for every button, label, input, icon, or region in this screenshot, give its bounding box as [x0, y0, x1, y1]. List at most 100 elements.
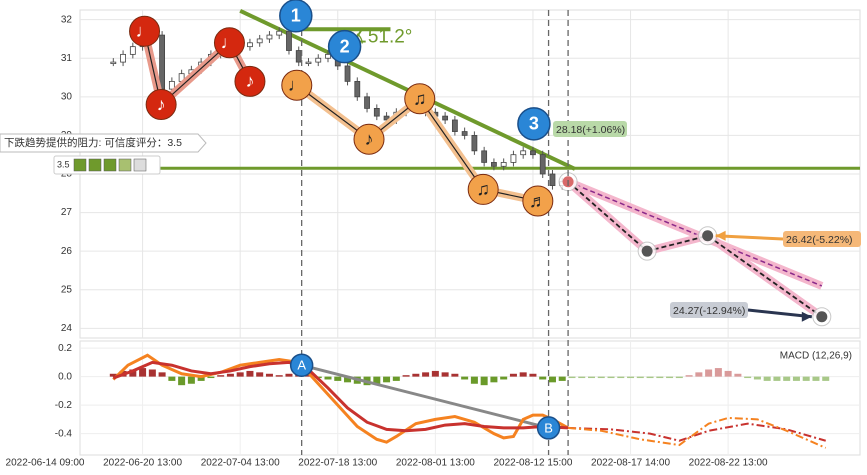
candle: [373, 108, 380, 117]
ab-line: [301, 363, 549, 430]
macd-bar: [226, 373, 234, 377]
macd-bar: [519, 372, 527, 377]
wave-marker-label: ♫: [476, 179, 490, 199]
wave-line: [143, 31, 251, 106]
candle: [159, 34, 166, 90]
annotation-arrowhead: [715, 230, 726, 241]
pivot-label: 2: [340, 36, 350, 56]
macd-bar: [734, 373, 742, 377]
macd-marker: [536, 416, 561, 440]
wave-marker: [281, 69, 313, 101]
wave-marker: [404, 83, 436, 115]
macd-bar: [617, 376, 625, 379]
macd-bar: [334, 376, 342, 381]
macd-bar: [744, 376, 752, 379]
candle: [286, 30, 292, 51]
macd-bar: [470, 376, 478, 384]
macd-bar: [656, 376, 664, 379]
macd-bar: [539, 376, 547, 380]
macd-line: [112, 353, 569, 444]
wave-marker-label: ♪: [365, 129, 374, 149]
rating-icon: [133, 158, 147, 172]
x-tick-label: 2022-08-12 15:00: [493, 458, 572, 469]
forecast-point: [816, 311, 828, 323]
pivot-marker: [517, 107, 551, 141]
candle: [549, 173, 556, 186]
macd-bar: [441, 372, 449, 377]
macd-bar: [217, 375, 225, 377]
macd-bar: [324, 376, 332, 380]
candle: [510, 154, 517, 163]
macd-bar: [178, 376, 186, 386]
candle: [168, 80, 175, 90]
annotation-label: 26.42(-5.22%): [786, 234, 853, 246]
forecast-band: [565, 178, 825, 321]
candle: [276, 30, 283, 36]
macd-marker-label: A: [297, 358, 306, 373]
macd-bar: [783, 376, 791, 381]
macd-bar: [509, 373, 517, 377]
y-tick-label: -0.2: [55, 400, 73, 411]
x-tick-label: 2022-06-14 09:00: [6, 458, 85, 469]
angle-label: ∡51.2°: [351, 26, 413, 47]
macd-bar: [607, 376, 615, 379]
rating-score: 3.5: [57, 159, 70, 169]
candle: [481, 150, 488, 163]
candle: [442, 115, 449, 121]
macd-bar: [187, 376, 195, 384]
wave-marker: [234, 65, 266, 97]
y-tick-label: 0.0: [58, 371, 72, 382]
macd-bar: [763, 376, 771, 381]
macd-bar: [383, 376, 391, 383]
candle: [354, 80, 361, 98]
macd-bar: [392, 376, 400, 381]
annotation-box: [553, 121, 627, 137]
candle: [266, 34, 273, 40]
macd-bar: [422, 372, 430, 377]
macd-bar: [265, 373, 273, 377]
wave-marker: [467, 173, 499, 205]
macd-bar: [705, 369, 713, 377]
candle: [530, 150, 536, 156]
candle: [364, 96, 370, 109]
macd-bar: [588, 376, 596, 379]
annotation-box: [670, 302, 748, 318]
annotation-label: 28.18(+1.06%): [556, 124, 625, 136]
macd-bar: [753, 376, 761, 380]
wave-marker-label: ♩: [288, 75, 306, 95]
pivot-marker: [279, 0, 313, 33]
macd-bar: [480, 376, 488, 386]
macd-bar: [431, 370, 439, 377]
candle: [344, 65, 351, 82]
macd-bar: [139, 368, 147, 377]
macd-bar: [675, 376, 683, 379]
macd-bar: [461, 376, 469, 380]
macd-line: [567, 416, 827, 449]
tooltip-box: [0, 133, 207, 153]
forecast-point: [641, 245, 653, 257]
x-tick-label: 2022-07-18 13:00: [298, 458, 377, 469]
x-tick-label: 2022-08-01 13:00: [396, 458, 475, 469]
macd-bar: [109, 373, 117, 377]
y-tick-label: 31: [61, 53, 73, 64]
macd-bar: [500, 376, 508, 380]
wave-marker: [129, 15, 161, 47]
macd-bar: [148, 369, 156, 377]
macd-line: [112, 360, 569, 433]
macd-bar: [597, 376, 605, 379]
x-tick-label: 2022-08-22 13:00: [689, 458, 768, 469]
rating-icon: [73, 158, 87, 172]
candle: [247, 42, 253, 48]
macd-bar: [344, 376, 352, 383]
wave-marker-label: ♫: [413, 89, 427, 109]
annotation-box: [783, 231, 861, 247]
candle: [120, 53, 126, 63]
macd-bar: [246, 370, 254, 377]
macd-bar: [373, 376, 381, 384]
candle: [110, 61, 117, 64]
annotation-label: 24.27(-12.94%): [673, 305, 745, 317]
y-tick-label: 27: [61, 207, 73, 218]
forecast-upper: [567, 181, 823, 287]
macd-bar: [627, 376, 635, 379]
